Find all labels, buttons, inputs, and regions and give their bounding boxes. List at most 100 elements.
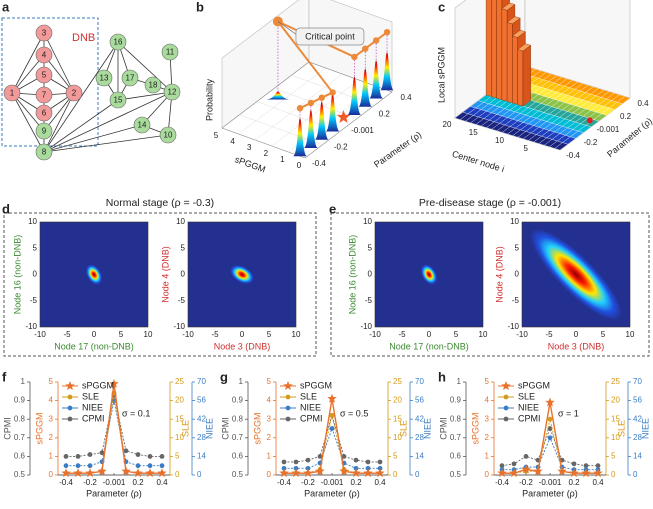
x-tick-label: 5 [524,144,529,153]
y-tick-label: 14 [197,452,206,461]
y-tick-label: 5 [393,452,398,461]
panel-label: h [438,369,446,384]
y-axis-label: CPMI [438,417,448,440]
x-tick-label: 0 [574,330,579,339]
point [511,461,517,467]
y-tick-label: 0.6 [14,452,26,461]
y-tick-label: 0.7 [232,433,244,442]
grid-line [256,101,340,132]
edge [43,134,169,153]
marker [586,117,593,124]
node [133,116,151,134]
x-tick-label: -5 [545,330,553,339]
panel-label: a [2,0,10,14]
y-tick-label: 3 [485,414,490,423]
x-tick-label: 10 [495,136,504,145]
y-tick-label: -0.4 [566,151,580,160]
y-tick-label: 0.8 [232,414,244,423]
point [503,405,509,411]
point [87,452,93,457]
peak [325,93,340,132]
node-label: 18 [149,81,158,90]
point [501,381,511,391]
point [159,454,165,459]
y-axis-label: NIEE [204,418,214,439]
density [230,265,254,284]
y-tick-label: 2 [49,433,54,442]
legend-label: NIEE [518,402,539,412]
trajectory-point [307,99,315,107]
x-tick-label: 0.4 [374,478,386,487]
y-tick-label: 5 [368,243,373,252]
point [291,468,301,478]
legend-label: CPMI [300,413,323,423]
point [327,393,337,403]
node-label: 15 [114,96,123,105]
point [97,466,107,476]
y-tick-label: 5 [267,377,272,386]
legend-label: sPGGM [518,380,550,390]
y-tick-label: 0 [515,270,520,279]
y-tick-label: -10 [173,322,185,331]
legend-label: SLE [82,391,99,401]
y-tick-label: 0 [368,270,373,279]
grid-line [238,67,326,135]
point [281,459,287,465]
edge [11,32,45,94]
point [87,463,93,469]
point [63,454,69,459]
node [109,91,127,109]
panel-label: e [329,201,336,216]
point [569,468,579,478]
edge [11,92,45,153]
point [363,468,373,478]
point [329,426,335,431]
point [65,381,75,391]
trajectory-point [351,53,358,61]
y-tick-label: 0.6 [232,452,244,461]
peak [380,52,395,91]
x-axis-label: Parameter (ρ) [304,488,360,498]
y-tick-label: 0.7 [450,433,462,442]
x-tick-label: 3 [247,143,252,152]
node-label: 7 [42,91,47,100]
callout [295,27,365,46]
panel-d-box [3,212,317,357]
y-tick-label: 5 [181,243,186,252]
point [547,426,553,431]
legend-label: NIEE [82,402,103,412]
y-tick-label: 0.9 [232,396,244,405]
y-tick-label: -0.2 [334,143,348,152]
y-tick-label: 5 [515,243,520,252]
point [147,454,153,459]
point [67,405,73,411]
y-axis-label: CPMI [2,417,12,440]
y-tick-label: 4 [49,396,54,405]
y-tick-label: 0 [393,470,398,479]
x-tick-label: 4 [230,137,235,146]
y-tick-label: 70 [415,377,424,386]
x-tick-label: -0.4 [59,478,73,487]
point [283,381,293,391]
y-axis-label: SLE [398,420,408,437]
point [75,463,81,469]
point [285,416,291,422]
node-label: 5 [42,71,47,80]
bar-side [522,44,531,107]
point [285,405,291,411]
dnb-label: DNB [72,32,95,44]
x-tick-label: -0.4 [495,478,509,487]
y-axis-label: sPGGM [470,412,480,444]
x-axis-label: Node 17 (non-DNB) [54,341,134,351]
trajectory-point [318,94,325,101]
y-tick-label: 56 [415,396,424,405]
y-tick-label: 10 [176,217,185,226]
x-tick-label: -5 [211,330,219,339]
y-tick-label: 42 [633,414,642,423]
point [147,463,153,469]
node [109,33,127,51]
peak [293,118,308,157]
node-label: 1 [10,89,15,98]
point [377,459,383,465]
y-tick-label: 4 [267,396,272,405]
